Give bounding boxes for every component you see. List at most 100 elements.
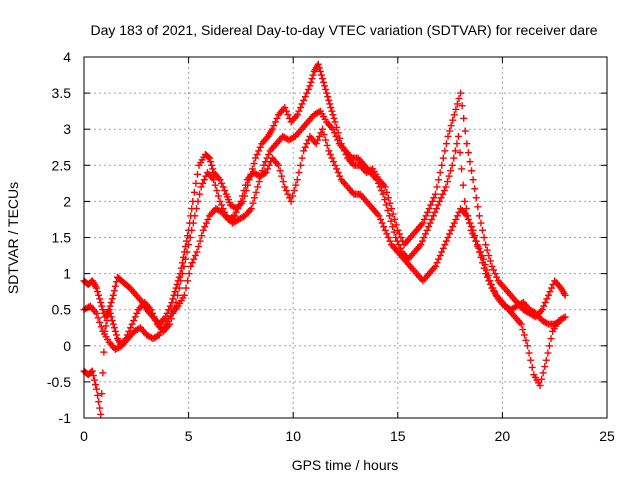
data-point — [442, 237, 450, 245]
y-axis-label: SDTVAR / TECUs — [5, 182, 21, 294]
data-point — [128, 320, 136, 328]
data-point — [427, 201, 435, 209]
chart-title: Day 183 of 2021, Sidereal Day-to-day VTE… — [90, 22, 597, 38]
data-point — [293, 176, 301, 184]
data-point — [441, 241, 449, 249]
data-point — [471, 185, 479, 193]
data-point — [187, 262, 195, 270]
data-point — [240, 187, 248, 195]
data-point — [99, 369, 107, 377]
data-point — [536, 382, 544, 390]
data-point — [334, 136, 342, 144]
data-point — [214, 192, 222, 200]
data-point — [221, 187, 229, 195]
data-point — [544, 349, 552, 357]
data-point — [336, 172, 344, 180]
data-point — [472, 237, 480, 245]
data-point — [107, 298, 115, 306]
data-point — [181, 255, 189, 263]
data-point — [97, 298, 105, 306]
data-point — [109, 320, 117, 328]
data-point — [271, 118, 279, 126]
data-point — [98, 390, 106, 398]
data-point — [204, 153, 212, 161]
data-point — [193, 170, 201, 178]
data-point — [384, 194, 392, 202]
data-point — [208, 161, 216, 169]
data-point — [385, 212, 393, 220]
data-point — [438, 161, 446, 169]
y-tick-label: -0.5 — [47, 374, 71, 390]
x-tick-label: 25 — [599, 428, 615, 444]
data-point — [442, 183, 450, 191]
data-point — [89, 372, 97, 380]
data-point — [434, 201, 442, 209]
data-point — [270, 122, 278, 130]
data-point — [254, 183, 262, 191]
data-point — [95, 291, 103, 299]
data-point — [165, 306, 173, 314]
data-point — [190, 188, 198, 196]
data-point — [169, 295, 177, 303]
data-point — [252, 188, 260, 196]
data-point — [539, 369, 547, 377]
axis-ticks — [83, 56, 608, 419]
data-point — [330, 114, 338, 122]
data-point — [449, 116, 457, 124]
data-point — [275, 161, 283, 169]
data-point — [183, 237, 191, 245]
data-point — [428, 197, 436, 205]
data-point — [322, 136, 330, 144]
data-point — [333, 165, 341, 173]
data-point — [331, 161, 339, 169]
data-point — [196, 237, 204, 245]
data-point — [317, 71, 325, 79]
data-point — [202, 219, 210, 227]
x-tick-label: 0 — [80, 428, 88, 444]
data-point — [464, 149, 472, 157]
data-point — [485, 277, 493, 285]
x-tick-labels: 0 5 10 15 20 25 — [80, 428, 615, 444]
data-point — [326, 100, 334, 108]
data-point — [433, 205, 441, 213]
data-point — [422, 212, 430, 220]
data-point — [106, 302, 114, 310]
data-point — [135, 325, 143, 333]
data-point — [173, 280, 181, 288]
data-point — [548, 284, 556, 292]
data-point — [295, 107, 303, 115]
data-point — [444, 132, 452, 140]
data-point — [423, 226, 431, 234]
data-point — [88, 367, 96, 375]
data-point — [486, 257, 494, 265]
data-point — [491, 270, 499, 278]
data-point — [442, 140, 450, 148]
data-point — [420, 215, 428, 223]
data-point — [451, 147, 459, 155]
data-point — [430, 194, 438, 202]
data-point — [273, 114, 281, 122]
y-tick-labels: -1 -0.5 0 0.5 1 1.5 2 2.5 3 3.5 4 — [47, 49, 71, 426]
data-point — [315, 64, 323, 72]
data-point — [390, 228, 398, 236]
data-point — [394, 226, 402, 234]
data-point — [192, 205, 200, 213]
data-point — [131, 313, 139, 321]
data-point — [238, 192, 246, 200]
data-point — [436, 197, 444, 205]
data-point — [429, 212, 437, 220]
data-point — [98, 302, 106, 310]
data-point — [433, 183, 441, 191]
data-point — [522, 336, 530, 344]
data-point — [519, 326, 527, 334]
data-point — [469, 226, 477, 234]
data-point — [466, 158, 474, 166]
data-point — [482, 241, 490, 249]
data-point — [182, 284, 190, 292]
data-point — [461, 197, 469, 205]
data-point — [452, 215, 460, 223]
data-point — [458, 102, 466, 110]
data-point — [218, 201, 226, 209]
data-point — [298, 154, 306, 162]
